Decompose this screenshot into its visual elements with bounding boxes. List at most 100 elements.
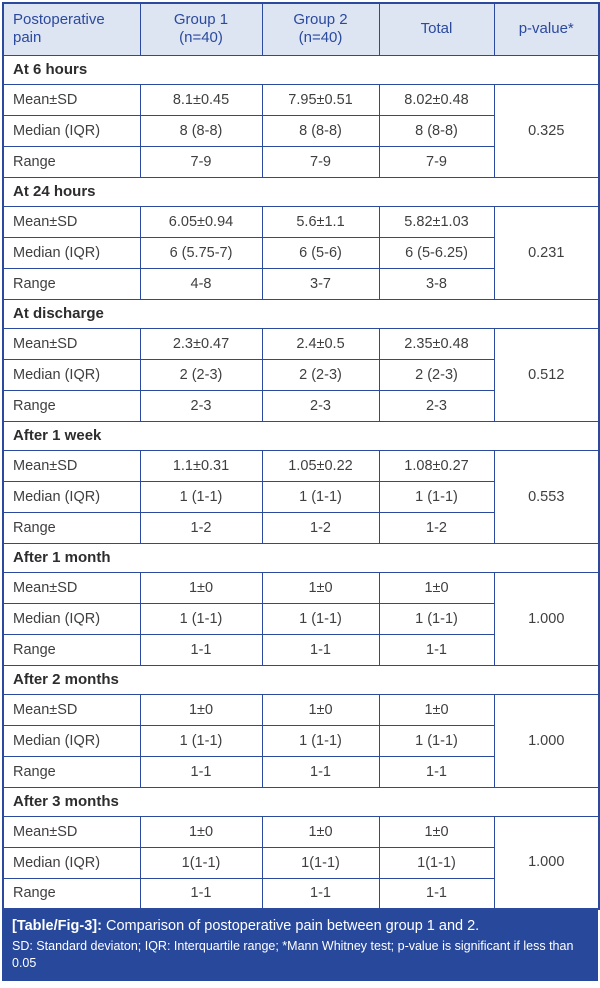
table-row: Mean±SD 2.3±0.47 2.4±0.5 2.35±0.48 0.512 bbox=[2, 327, 600, 422]
postoperative-pain-table: Postoperative pain Group 1 (n=40) Group 2 … bbox=[2, 2, 600, 910]
stat-value: 1 (1-1) bbox=[139, 480, 263, 513]
stat-value: 1 (1-1) bbox=[261, 724, 380, 757]
column-header-0: Postoperative pain bbox=[2, 2, 141, 56]
stat-value: 1-1 bbox=[261, 877, 380, 910]
stat-value: 1-2 bbox=[261, 511, 380, 544]
stat-value: 1-2 bbox=[139, 511, 263, 544]
stat-value: 7-9 bbox=[378, 145, 495, 178]
stat-value: 1-1 bbox=[139, 755, 263, 788]
section-title-row: After 2 months bbox=[2, 664, 600, 695]
section-title: After 3 months bbox=[2, 786, 600, 817]
stat-value: 1-1 bbox=[378, 633, 495, 666]
stat-value: 1-1 bbox=[261, 755, 380, 788]
stat-value: 1±0 bbox=[139, 571, 263, 604]
column-header-3: Total bbox=[378, 2, 495, 56]
stat-value: 8 (8-8) bbox=[139, 114, 263, 147]
column-header-1: Group 1 (n=40) bbox=[139, 2, 263, 56]
stat-value: 3-8 bbox=[378, 267, 495, 300]
caption-title-line: [Table/Fig-3]: Comparison of postoperati… bbox=[12, 917, 588, 936]
stat-value: 1 (1-1) bbox=[378, 480, 495, 513]
stat-label: Mean±SD bbox=[2, 205, 141, 238]
stat-label: Range bbox=[2, 877, 141, 910]
p-value-cell: 1.000 bbox=[493, 693, 600, 788]
stat-value: 5.82±1.03 bbox=[378, 205, 495, 238]
stat-value: 1±0 bbox=[378, 815, 495, 848]
table-row: Range 1-1 1-1 1-1 bbox=[2, 633, 599, 666]
stat-value: 4-8 bbox=[139, 267, 263, 300]
stat-value: 1±0 bbox=[139, 815, 263, 848]
stat-label: Mean±SD bbox=[2, 327, 141, 360]
stat-label: Mean±SD bbox=[2, 83, 141, 116]
p-value-cell: 1.000 bbox=[493, 815, 600, 910]
stat-label: Range bbox=[2, 267, 141, 300]
stat-label: Range bbox=[2, 511, 141, 544]
stat-value: 1 (1-1) bbox=[261, 480, 380, 513]
stat-value: 2.35±0.48 bbox=[378, 327, 495, 360]
p-value-cell: 0.325 bbox=[493, 83, 600, 178]
stat-label: Median (IQR) bbox=[2, 846, 141, 879]
stat-value: 1 (1-1) bbox=[139, 724, 263, 757]
section-title-row: After 1 month bbox=[2, 542, 600, 573]
table-row: Range 1-1 1-1 1-1 bbox=[2, 755, 599, 788]
stat-value: 8 (8-8) bbox=[261, 114, 380, 147]
stat-value: 1 (1-1) bbox=[261, 602, 380, 635]
stat-value: 1 (1-1) bbox=[378, 724, 495, 757]
stat-value: 2.3±0.47 bbox=[139, 327, 263, 360]
p-value-cell: 1.000 bbox=[493, 571, 600, 666]
stat-label: Median (IQR) bbox=[2, 114, 141, 147]
stat-value: 1(1-1) bbox=[261, 846, 380, 879]
stat-value: 7.95±0.51 bbox=[261, 83, 380, 116]
stat-value: 5.6±1.1 bbox=[261, 205, 380, 238]
stat-value: 1±0 bbox=[261, 571, 380, 604]
table-row: Range 7-9 7-9 7-9 bbox=[2, 145, 599, 178]
stat-label: Range bbox=[2, 389, 141, 422]
stat-value: 1-1 bbox=[261, 633, 380, 666]
stat-value: 2 (2-3) bbox=[139, 358, 263, 391]
stat-label: Mean±SD bbox=[2, 693, 141, 726]
stat-value: 2-3 bbox=[139, 389, 263, 422]
table-row: Mean±SD 1±0 1±0 1±0 1.000 bbox=[2, 693, 600, 788]
table-row: Mean±SD 1.1±0.31 1.05±0.22 1.08±0.27 0.553 bbox=[2, 449, 600, 544]
table-row: Mean±SD 6.05±0.94 5.6±1.1 5.82±1.03 0.231 bbox=[2, 205, 600, 300]
caption-note: SD: Standard deviaton; IQR: Interquartil… bbox=[12, 938, 574, 970]
stat-value: 6 (5-6) bbox=[261, 236, 380, 269]
stat-value: 1±0 bbox=[261, 815, 380, 848]
stat-value: 1 (1-1) bbox=[378, 602, 495, 635]
stat-value: 2.4±0.5 bbox=[261, 327, 380, 360]
section-title-row: At 24 hours bbox=[2, 176, 600, 207]
table-row: Range 4-8 3-7 3-8 bbox=[2, 267, 599, 300]
table-caption: [Table/Fig-3]: Comparison of postoperati… bbox=[2, 910, 598, 981]
section-title-row: At discharge bbox=[2, 298, 600, 329]
p-value-cell: 0.231 bbox=[493, 205, 600, 300]
stat-value: 1.1±0.31 bbox=[139, 449, 263, 482]
stat-value: 1-1 bbox=[139, 633, 263, 666]
section-title-row: After 3 months bbox=[2, 786, 600, 817]
column-header-4: p-value* bbox=[493, 2, 600, 56]
stat-label: Mean±SD bbox=[2, 449, 141, 482]
stat-value: 8.02±0.48 bbox=[378, 83, 495, 116]
table-row: Range 1-2 1-2 1-2 bbox=[2, 511, 599, 544]
stat-label: Mean±SD bbox=[2, 815, 141, 848]
stat-value: 1±0 bbox=[378, 571, 495, 604]
stat-value: 2-3 bbox=[261, 389, 380, 422]
p-value-cell: 0.553 bbox=[493, 449, 600, 544]
stat-value: 8.1±0.45 bbox=[139, 83, 263, 116]
table-row: Mean±SD 1±0 1±0 1±0 1.000 bbox=[2, 571, 600, 666]
stat-value: 6.05±0.94 bbox=[139, 205, 263, 238]
stat-value: 2-3 bbox=[378, 389, 495, 422]
stat-value: 1 (1-1) bbox=[139, 602, 263, 635]
stat-value: 6 (5-6.25) bbox=[378, 236, 495, 269]
table-row: Range 2-3 2-3 2-3 bbox=[2, 389, 599, 422]
stat-value: 1-1 bbox=[139, 877, 263, 910]
stat-value: 1-1 bbox=[378, 755, 495, 788]
stat-value: 2 (2-3) bbox=[378, 358, 495, 391]
table-row: Range 1-1 1-1 1-1 bbox=[2, 877, 599, 910]
section-title: At discharge bbox=[2, 298, 600, 329]
stat-label: Range bbox=[2, 633, 141, 666]
stat-value: 6 (5.75-7) bbox=[139, 236, 263, 269]
stat-label: Median (IQR) bbox=[2, 358, 141, 391]
section-title: After 1 week bbox=[2, 420, 600, 451]
table-row: Mean±SD 8.1±0.45 7.95±0.51 8.02±0.48 0.325 bbox=[2, 83, 600, 178]
section-title: At 24 hours bbox=[2, 176, 600, 207]
